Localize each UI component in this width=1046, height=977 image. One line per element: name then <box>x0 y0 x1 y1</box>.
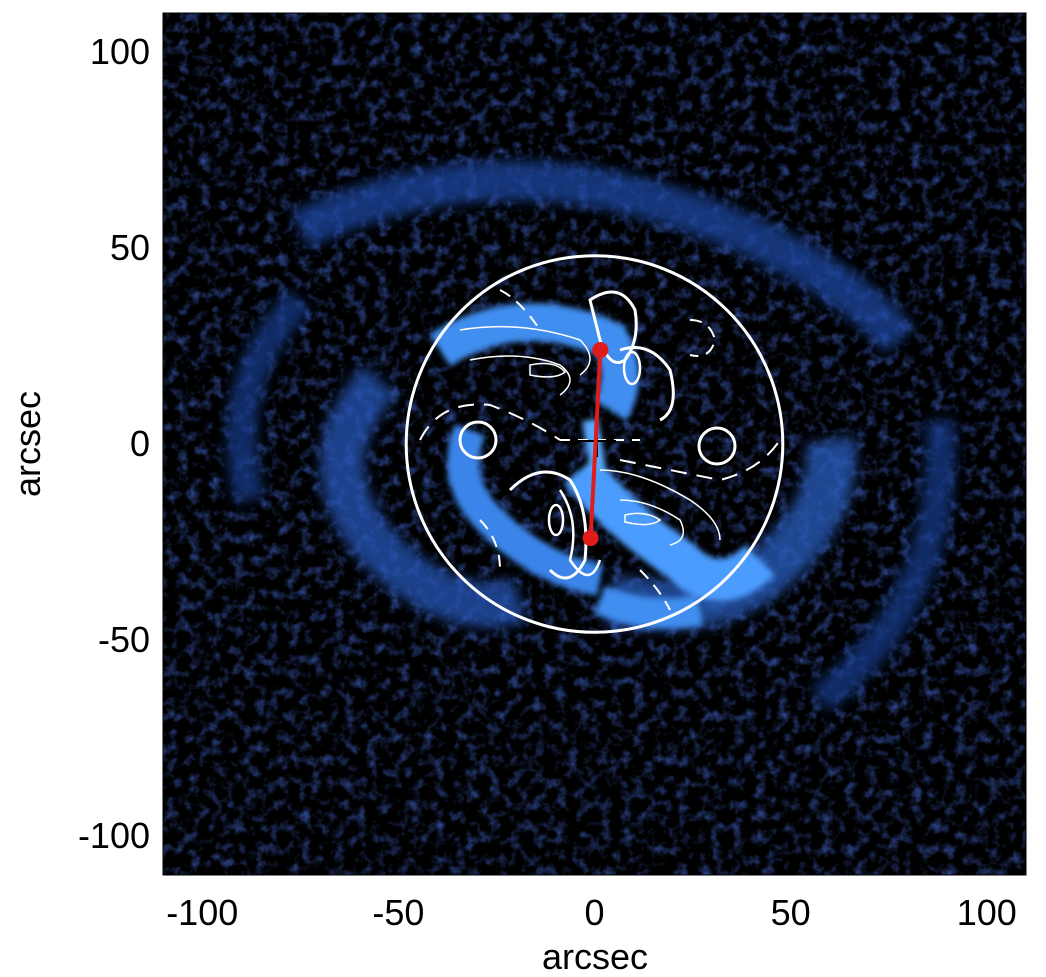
x-tick-labels: -100 -50 0 50 100 <box>166 892 1017 933</box>
x-tick-label: -50 <box>372 892 424 933</box>
y-tick-label: 100 <box>90 31 150 72</box>
y-tick-label: -50 <box>98 619 150 660</box>
outer-ring-emission <box>226 160 956 712</box>
x-axis-label: arcsec <box>542 936 648 977</box>
y-tick-label: -100 <box>78 815 150 856</box>
aperture-circle <box>404 254 785 634</box>
x-tick-label: 0 <box>584 892 604 933</box>
y-tick-label: 0 <box>130 423 150 464</box>
x-tick-label: -100 <box>166 892 238 933</box>
x-tick-label: 100 <box>957 892 1017 933</box>
red-marker-south <box>582 530 599 547</box>
velocity-contours <box>419 289 781 611</box>
marker-connector-line <box>588 349 603 539</box>
x-tick-label: 50 <box>771 892 811 933</box>
plot-frame <box>162 12 1027 876</box>
inner-arm-emission <box>429 303 775 629</box>
y-axis-label: arcsec <box>7 391 48 497</box>
red-marker-north <box>592 341 609 358</box>
y-tick-labels: 100 50 0 -50 -100 <box>78 31 150 856</box>
y-tick-label: 50 <box>110 227 150 268</box>
